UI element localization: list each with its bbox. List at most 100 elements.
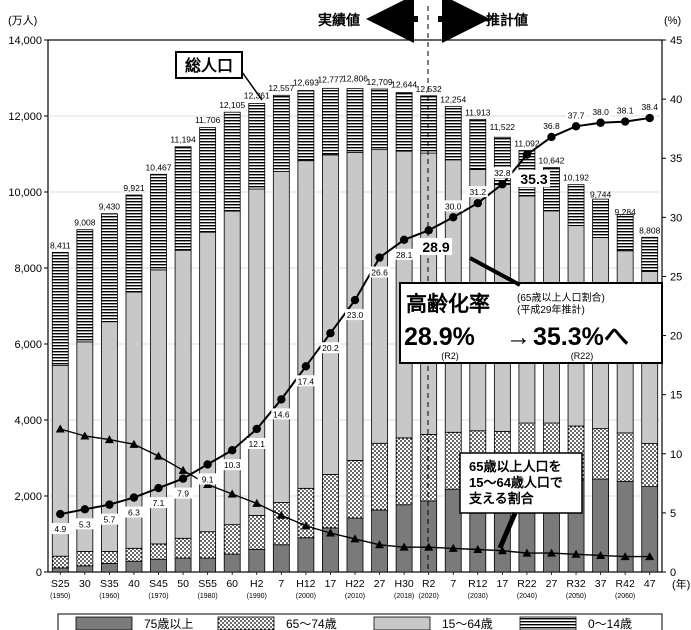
aging-rate-label: 5.3 bbox=[79, 519, 91, 529]
aging-rate-label-bg bbox=[566, 109, 587, 121]
bar-segment-0-14 bbox=[174, 146, 192, 251]
aging-rate-label-bg bbox=[173, 487, 194, 499]
x-tick-label: 27 bbox=[546, 578, 558, 590]
x-tick-label: 37 bbox=[595, 578, 607, 590]
y-left-unit: (万人) bbox=[8, 14, 37, 27]
total-label: 8,808 bbox=[639, 225, 661, 235]
total-label: 12,806 bbox=[342, 73, 368, 83]
bar-segment-75plus bbox=[395, 504, 413, 573]
bar-segment-75plus bbox=[76, 565, 94, 573]
x-tick-label: R2 bbox=[422, 578, 436, 590]
support-pointer bbox=[497, 512, 518, 549]
aging-rate-label-bg bbox=[246, 437, 267, 449]
aging-pointer bbox=[469, 256, 521, 287]
aging-rate-label: 6.3 bbox=[128, 508, 140, 518]
bar-segment-65-74 bbox=[444, 431, 462, 490]
legend-swatch-65 bbox=[217, 616, 275, 630]
aging-rate-label: 23.0 bbox=[347, 310, 364, 320]
x-year-label: (2050) bbox=[566, 593, 586, 600]
callout-28: 28.9 bbox=[422, 239, 449, 255]
bar-segment-75plus bbox=[297, 537, 315, 573]
aging-rate-point bbox=[522, 150, 532, 159]
legend-label-0: 0～14歳 bbox=[588, 617, 632, 630]
x-tick-label: 7 bbox=[450, 578, 456, 590]
x-year-label: (1970) bbox=[148, 593, 168, 600]
aging-rate-label: 17.4 bbox=[298, 376, 315, 386]
x-axis: S25 (1950) 30 S35 (1960) 40 S45 (1970) 50 S55 (198… bbox=[50, 572, 656, 600]
bar-segment-65-74 bbox=[125, 547, 143, 562]
bar-segment-0-14 bbox=[567, 184, 585, 226]
bar-segment-65-74 bbox=[371, 442, 388, 511]
aging-rate-label-bg bbox=[541, 119, 562, 131]
aging-rate-point bbox=[277, 395, 286, 404]
bar-segment-65-74 bbox=[641, 443, 659, 487]
support-callout-box bbox=[459, 452, 583, 514]
total-label: 11,522 bbox=[490, 122, 516, 132]
aging-rate-label: 26.6 bbox=[371, 268, 388, 278]
to-era: (R22) bbox=[571, 351, 594, 361]
aging-rate-label: 7.9 bbox=[177, 489, 189, 499]
x-year-label: (2018) bbox=[394, 593, 414, 600]
bar-segment-0-14 bbox=[51, 251, 69, 366]
aging-rate-label: 30.0 bbox=[445, 201, 462, 211]
bar-segment-65-74 bbox=[248, 515, 266, 550]
y-left-tick-label: 6,000 bbox=[14, 339, 42, 351]
x-year-label: (2020) bbox=[419, 593, 439, 600]
aging-rate-point bbox=[645, 113, 654, 123]
aging-arrow: → bbox=[506, 323, 531, 351]
total-label: 12,644 bbox=[391, 80, 417, 90]
aging-rate-point bbox=[350, 295, 360, 305]
bar-segment-65-74 bbox=[223, 524, 241, 555]
support-line3: 支える割合 bbox=[468, 491, 535, 506]
bar-segment-0-14 bbox=[592, 198, 609, 238]
y-left-tick-label: 12,000 bbox=[8, 111, 42, 123]
aging-rate-label-bg bbox=[320, 342, 341, 354]
bar-segment-0-14 bbox=[125, 194, 143, 293]
x-tick-label: R32 bbox=[566, 578, 585, 590]
aging-rate-label-bg bbox=[345, 309, 365, 321]
x-year-label: (1960) bbox=[99, 593, 119, 600]
x-tick-label: 27 bbox=[374, 578, 386, 590]
y-left-axis: 0 2,000 4,000 6,000 8,000 10,000 12,000 14,000 bbox=[8, 35, 48, 579]
aging-rate-label: 7.1 bbox=[153, 498, 165, 508]
support-ratio-point bbox=[276, 510, 286, 519]
aging-rate-label: 10.3 bbox=[224, 460, 241, 470]
bar-segment-75plus bbox=[248, 548, 266, 573]
total-label: 11,706 bbox=[195, 115, 221, 125]
total-label: 10,192 bbox=[563, 173, 589, 183]
callout-35-box bbox=[518, 170, 550, 187]
support-ratio-point bbox=[178, 465, 188, 474]
bar-segment-75plus bbox=[420, 500, 438, 573]
aging-rate-label-bg bbox=[271, 408, 292, 420]
support-ratio-point bbox=[375, 540, 385, 549]
total-label: 10,467 bbox=[146, 162, 172, 172]
aging-rate-label: 14.6 bbox=[273, 409, 290, 419]
from-era: (R2) bbox=[441, 351, 459, 361]
aging-rate-label: 5.7 bbox=[103, 515, 115, 525]
total-label: 12,693 bbox=[293, 78, 319, 88]
bar-segment-0-14 bbox=[469, 118, 487, 170]
aging-rate-label-bg bbox=[295, 375, 316, 387]
aging-rate-label: 38.4 bbox=[641, 102, 658, 112]
total-label: 9,008 bbox=[74, 218, 96, 228]
aging-rate-label: 37.7 bbox=[568, 110, 585, 120]
bar-segment-65-74 bbox=[174, 537, 192, 559]
bar-segment-0-14 bbox=[420, 95, 438, 154]
y-left-tick-label: 14,000 bbox=[8, 35, 42, 47]
callout-28-box bbox=[420, 238, 452, 255]
aging-rate-label: 20.2 bbox=[322, 343, 339, 353]
aging-rate-label-bg bbox=[639, 101, 660, 113]
x-tick-label: H22 bbox=[345, 578, 364, 590]
aging-rate-label-bg bbox=[74, 518, 95, 530]
bar-segment-15-64 bbox=[297, 160, 315, 489]
bar-segment-0-14 bbox=[322, 87, 339, 156]
aging-rate-label-bg bbox=[148, 497, 169, 509]
legend: 75歳以上 65～74歳 15～64歳 0～14歳 bbox=[57, 613, 663, 630]
bar-segment-75plus bbox=[150, 558, 167, 573]
support-ratio-point bbox=[424, 542, 434, 551]
bar-segment-75plus bbox=[199, 557, 217, 573]
x-year-label: (1990) bbox=[247, 593, 267, 600]
aging-rate-label-bg bbox=[492, 167, 513, 179]
